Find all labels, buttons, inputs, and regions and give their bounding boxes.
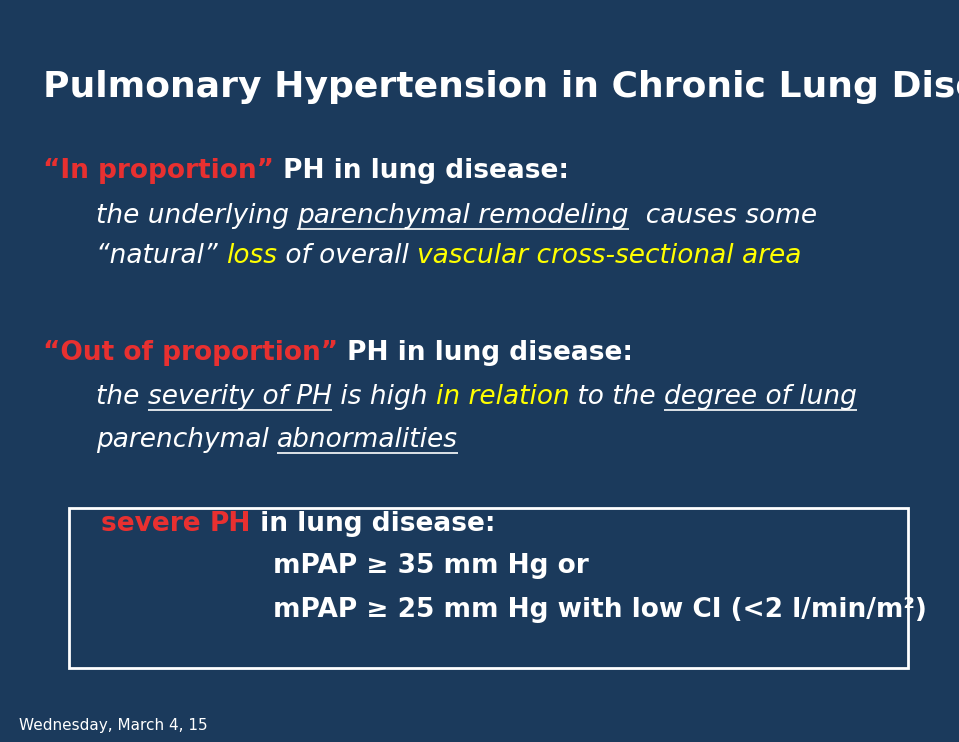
Text: parenchymal: parenchymal: [96, 427, 277, 453]
Text: “Out of proportion”: “Out of proportion”: [43, 340, 339, 366]
Text: mPAP ≥ 35 mm Hg or: mPAP ≥ 35 mm Hg or: [273, 553, 589, 579]
Text: PH: PH: [209, 510, 251, 536]
Text: PH in lung disease:: PH in lung disease:: [339, 340, 633, 366]
Text: vascular cross-sectional area: vascular cross-sectional area: [417, 243, 802, 269]
Text: the underlying: the underlying: [96, 203, 297, 229]
Text: severity of PH: severity of PH: [148, 384, 332, 410]
Text: causes some: causes some: [629, 203, 817, 229]
Text: degree of lung: degree of lung: [665, 384, 857, 410]
Text: “natural”: “natural”: [96, 243, 226, 269]
Text: parenchymal remodeling: parenchymal remodeling: [297, 203, 629, 229]
Text: mPAP ≥ 25 mm Hg with low CI (<2 l/min/m²): mPAP ≥ 25 mm Hg with low CI (<2 l/min/m²…: [273, 597, 927, 623]
Text: PH in lung disease:: PH in lung disease:: [274, 158, 569, 184]
Text: abnormalities: abnormalities: [277, 427, 458, 453]
Text: “In proportion”: “In proportion”: [43, 158, 274, 184]
Text: of overall: of overall: [277, 243, 417, 269]
Text: the: the: [96, 384, 148, 410]
Text: is high: is high: [332, 384, 435, 410]
Text: in relation: in relation: [435, 384, 570, 410]
Text: to the: to the: [570, 384, 665, 410]
Text: in lung disease:: in lung disease:: [251, 510, 495, 536]
Text: loss: loss: [226, 243, 277, 269]
Text: Wednesday, March 4, 15: Wednesday, March 4, 15: [19, 718, 208, 733]
Text: Pulmonary Hypertension in Chronic Lung Disease: Pulmonary Hypertension in Chronic Lung D…: [43, 70, 959, 105]
Text: severe: severe: [101, 510, 209, 536]
